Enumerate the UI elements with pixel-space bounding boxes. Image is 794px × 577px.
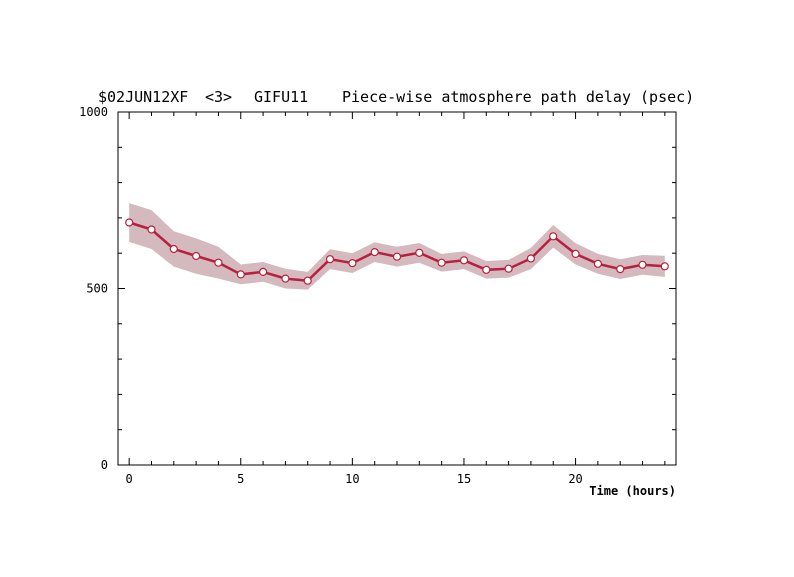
data-point: [660, 262, 669, 271]
data-point: [437, 258, 446, 267]
y-tick-label: 0: [101, 458, 108, 472]
data-point: [325, 255, 335, 264]
data-point: [638, 260, 647, 269]
x-tick-label: 5: [237, 472, 244, 486]
data-point: [571, 249, 580, 258]
title-experiment: $02JUN12XF: [98, 88, 188, 106]
y-tick-label: 1000: [79, 105, 108, 119]
data-point: [415, 248, 424, 257]
data-point: [236, 270, 245, 279]
data-point: [459, 256, 469, 265]
data-point: [281, 274, 290, 283]
data-point: [526, 254, 536, 263]
data-point: [169, 244, 178, 254]
data-point: [192, 251, 201, 261]
data-point: [482, 265, 491, 274]
x-tick-label: 15: [457, 472, 471, 486]
title-session: <3>: [205, 88, 232, 106]
y-tick-label: 500: [86, 282, 108, 296]
data-point: [125, 218, 134, 227]
title-quantity: Piece-wise atmosphere path delay (psec): [342, 88, 694, 106]
data-point: [593, 259, 603, 268]
data-point: [392, 252, 402, 261]
error-band-layer: [129, 203, 665, 290]
data-point: [303, 276, 312, 285]
x-axis-label: Time (hours): [589, 484, 676, 498]
x-tick-label: 0: [126, 472, 133, 486]
data-point: [549, 232, 558, 241]
data-points-layer: [125, 218, 669, 285]
tick-labels-layer: 0 5 10 15 20 0 500 1000: [79, 105, 583, 486]
data-point: [616, 265, 625, 274]
data-point: [259, 267, 268, 276]
data-point: [147, 225, 156, 234]
axis-ticks-layer: [118, 111, 676, 466]
plot-frame: [117, 111, 677, 466]
data-point: [214, 258, 223, 267]
title-station: GIFU11: [254, 88, 308, 106]
data-point: [348, 259, 357, 268]
chart-title: $02JUN12XF <3> GIFU11 Piece-wise atmosph…: [98, 88, 694, 106]
data-point: [370, 248, 379, 257]
data-point: [504, 264, 513, 273]
x-tick-label: 20: [568, 472, 582, 486]
x-tick-label: 10: [345, 472, 359, 486]
error-band: [129, 203, 665, 290]
